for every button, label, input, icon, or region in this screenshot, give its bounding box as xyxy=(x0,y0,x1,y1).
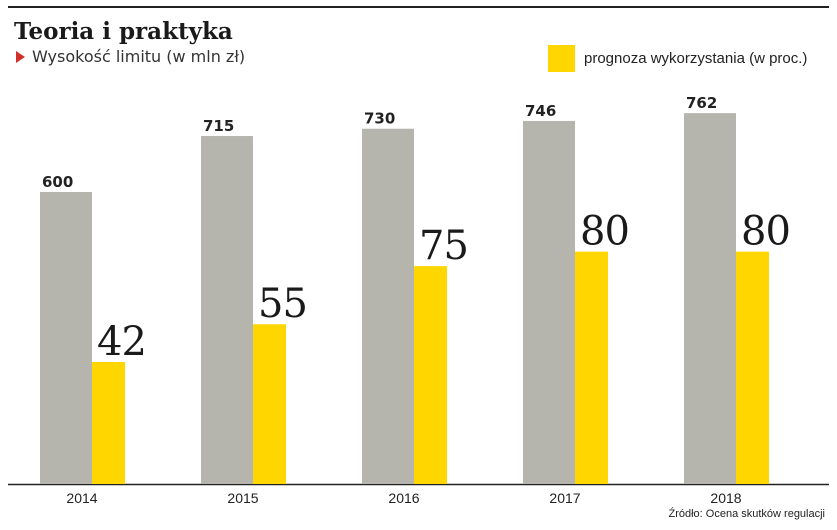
subtitle-text: Wysokość limitu (w mln zł) xyxy=(32,47,246,66)
legend-swatch-forecast xyxy=(548,45,575,72)
chart-title: Teoria i praktyka xyxy=(14,18,233,45)
data-label-limit-2018: 762 xyxy=(686,94,717,112)
bar-limit-2018 xyxy=(684,113,736,484)
data-label-limit-2016: 730 xyxy=(364,110,395,128)
x-tick-label-2017: 2017 xyxy=(549,490,580,506)
bar-forecast-2014 xyxy=(92,362,125,484)
x-tick-label-2016: 2016 xyxy=(388,490,419,506)
source-note: Źródło: Ocena skutków regulacji xyxy=(668,508,825,520)
data-label-forecast-2018: 80 xyxy=(741,209,790,255)
bar-forecast-2016 xyxy=(414,266,447,484)
bar-forecast-2015 xyxy=(253,324,286,484)
bar-limit-2015 xyxy=(201,136,253,485)
data-label-limit-2017: 746 xyxy=(525,102,556,120)
bar-limit-2014 xyxy=(40,192,92,484)
data-label-forecast-2014: 42 xyxy=(97,319,146,365)
legend-label-forecast: prognoza wykorzystania (w proc.) xyxy=(584,50,808,67)
data-label-limit-2015: 715 xyxy=(203,117,234,135)
data-label-forecast-2016: 75 xyxy=(419,223,468,269)
bar-forecast-2018 xyxy=(736,251,769,484)
triangle-marker-icon xyxy=(16,50,25,63)
bar-limit-2017 xyxy=(523,120,575,485)
bar-limit-2016 xyxy=(362,128,414,484)
chart-subtitle: Wysokość limitu (w mln zł) xyxy=(16,47,245,66)
x-tick-label-2015: 2015 xyxy=(227,490,258,506)
legend: prognoza wykorzystania (w proc.) xyxy=(548,45,807,72)
x-tick-label-2018: 2018 xyxy=(710,490,741,506)
data-label-forecast-2017: 80 xyxy=(580,209,629,255)
x-tick-label-2014: 2014 xyxy=(66,490,97,506)
bar-forecast-2017 xyxy=(575,251,608,484)
top-rule xyxy=(8,6,829,8)
data-label-limit-2014: 600 xyxy=(42,173,73,191)
data-label-forecast-2015: 55 xyxy=(258,281,307,327)
